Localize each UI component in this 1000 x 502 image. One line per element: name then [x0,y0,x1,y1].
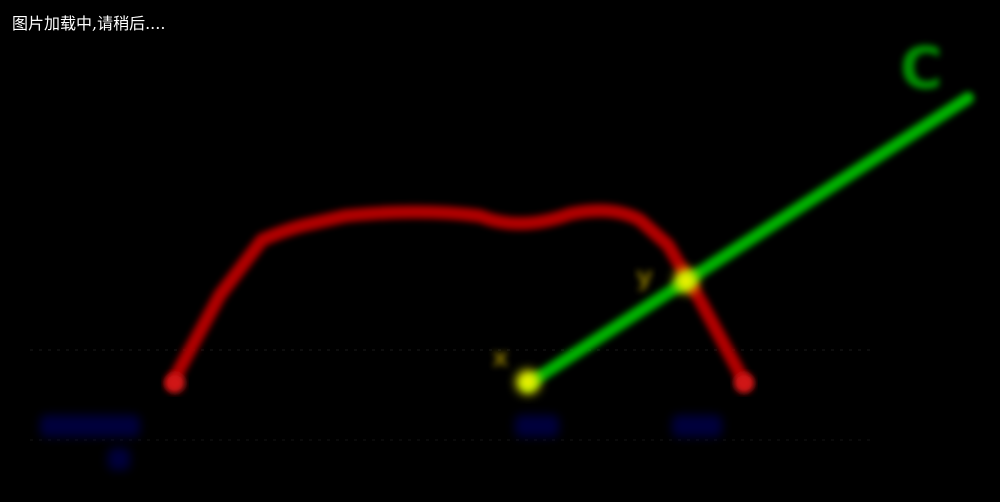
loading-text: 图片加载中,请稍后.... [12,14,166,33]
point-x-label: x [492,343,509,373]
axis-label-mid-smudge [515,415,559,437]
axis-label-right-smudge [672,415,722,437]
red-curve [165,204,752,390]
line-label: C [900,34,943,102]
green-line [522,92,974,390]
axis-label-left-smudge [40,415,140,437]
point-x [516,370,540,394]
curve-start-point [165,373,185,393]
axis-label-left-sub-smudge [108,448,130,470]
point-y [674,269,698,293]
curve-end-point [734,373,754,393]
point-y-label: y [636,262,653,292]
